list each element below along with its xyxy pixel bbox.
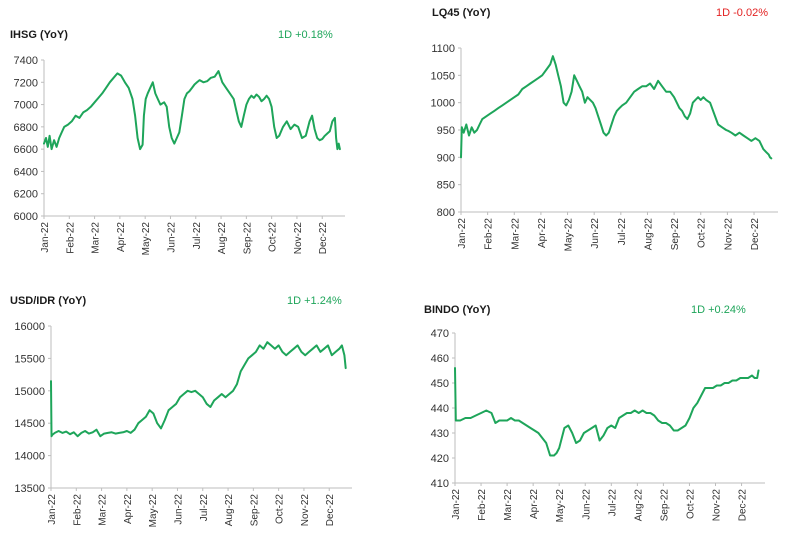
y-tick-label: 7000 bbox=[14, 100, 38, 112]
change-badge: 1D -0.02% bbox=[716, 7, 768, 19]
x-tick-label: Apr-22 bbox=[116, 222, 127, 252]
x-tick-label: Mar-22 bbox=[98, 494, 109, 526]
y-tick-label: 460 bbox=[431, 353, 449, 365]
chart-title: LQ45 (YoY) bbox=[432, 7, 491, 19]
x-tick-label: Jun-22 bbox=[590, 218, 601, 249]
x-tick-label: Dec-22 bbox=[750, 218, 761, 251]
y-tick-label: 7400 bbox=[14, 55, 38, 67]
y-tick-label: 15500 bbox=[14, 353, 45, 365]
x-tick-label: Jun-22 bbox=[166, 222, 177, 253]
y-tick-label: 950 bbox=[437, 125, 455, 137]
x-tick-label: Mar-22 bbox=[503, 489, 514, 521]
x-tick-label: Jan-22 bbox=[47, 494, 58, 525]
y-tick-label: 14000 bbox=[14, 451, 45, 463]
x-tick-label: May-22 bbox=[148, 494, 159, 528]
x-tick-label: Apr-22 bbox=[123, 494, 134, 524]
y-tick-label: 420 bbox=[431, 453, 449, 465]
y-tick-label: 1100 bbox=[431, 43, 455, 55]
y-tick-label: 6800 bbox=[14, 122, 38, 134]
y-tick-label: 6400 bbox=[14, 166, 38, 178]
x-tick-label: Feb-22 bbox=[484, 218, 495, 250]
x-tick-label: Sep-22 bbox=[249, 494, 260, 527]
x-tick-label: Feb-22 bbox=[65, 222, 76, 254]
y-tick-label: 14500 bbox=[14, 418, 45, 430]
x-tick-label: Dec-22 bbox=[318, 222, 329, 255]
x-tick-label: Sep-22 bbox=[659, 489, 670, 522]
y-tick-label: 430 bbox=[431, 428, 449, 440]
x-tick-label: Feb-22 bbox=[72, 494, 83, 526]
y-tick-label: 900 bbox=[437, 152, 455, 164]
x-tick-label: Nov-22 bbox=[712, 489, 723, 522]
x-tick-label: Apr-22 bbox=[537, 218, 548, 248]
x-tick-label: Mar-22 bbox=[91, 222, 102, 254]
x-tick-label: Oct-22 bbox=[268, 222, 279, 252]
series-line bbox=[50, 341, 347, 438]
series-line bbox=[460, 55, 773, 160]
x-tick-label: Jul-22 bbox=[192, 222, 203, 250]
x-tick-label: Jan-22 bbox=[40, 222, 51, 253]
x-tick-label: Aug-22 bbox=[217, 222, 228, 255]
y-tick-label: 15000 bbox=[14, 386, 45, 398]
y-tick-label: 1050 bbox=[431, 70, 455, 82]
change-badge: 1D +0.18% bbox=[278, 29, 333, 41]
x-tick-label: Jun-22 bbox=[581, 489, 592, 520]
y-tick-label: 470 bbox=[431, 328, 449, 340]
x-tick-label: Jan-22 bbox=[451, 489, 462, 520]
x-tick-label: Mar-22 bbox=[510, 218, 521, 250]
x-tick-label: Dec-22 bbox=[325, 494, 336, 527]
chart-title: IHSG (YoY) bbox=[10, 29, 68, 41]
x-tick-label: May-22 bbox=[564, 218, 575, 252]
series-line bbox=[454, 367, 760, 457]
x-tick-label: Oct-22 bbox=[685, 489, 696, 519]
x-tick-label: Jul-22 bbox=[199, 494, 210, 522]
x-tick-label: Jun-22 bbox=[173, 494, 184, 525]
x-tick-label: Feb-22 bbox=[477, 489, 488, 521]
x-tick-label: Aug-22 bbox=[633, 489, 644, 522]
y-tick-label: 410 bbox=[431, 478, 449, 490]
change-badge: 1D +1.24% bbox=[287, 295, 342, 307]
y-tick-label: 7200 bbox=[14, 77, 38, 89]
series-line bbox=[43, 70, 341, 151]
y-tick-label: 450 bbox=[431, 378, 449, 390]
x-tick-label: Nov-22 bbox=[293, 222, 304, 255]
y-tick-label: 13500 bbox=[14, 483, 45, 495]
x-tick-label: May-22 bbox=[141, 222, 152, 256]
x-tick-label: Apr-22 bbox=[529, 489, 540, 519]
y-tick-label: 16000 bbox=[14, 321, 45, 333]
x-tick-label: Jan-22 bbox=[457, 218, 468, 249]
x-tick-label: Jul-22 bbox=[607, 489, 618, 517]
x-tick-label: Aug-22 bbox=[643, 218, 654, 251]
x-tick-label: Aug-22 bbox=[224, 494, 235, 527]
y-tick-label: 800 bbox=[437, 207, 455, 219]
change-badge: 1D +0.24% bbox=[691, 304, 746, 316]
y-tick-label: 850 bbox=[437, 180, 455, 192]
y-tick-label: 6000 bbox=[14, 211, 38, 223]
x-tick-label: Oct-22 bbox=[697, 218, 708, 248]
x-tick-label: Nov-22 bbox=[723, 218, 734, 251]
chart-title: BINDO (YoY) bbox=[424, 304, 491, 316]
y-tick-label: 6200 bbox=[14, 189, 38, 201]
x-tick-label: Sep-22 bbox=[670, 218, 681, 251]
x-tick-label: Sep-22 bbox=[242, 222, 253, 255]
y-tick-label: 6600 bbox=[14, 144, 38, 156]
x-tick-label: Oct-22 bbox=[275, 494, 286, 524]
x-tick-label: Dec-22 bbox=[738, 489, 749, 522]
chart-title: USD/IDR (YoY) bbox=[10, 295, 87, 307]
x-tick-label: Jul-22 bbox=[617, 218, 628, 246]
y-tick-label: 1000 bbox=[431, 98, 455, 110]
x-tick-label: May-22 bbox=[555, 489, 566, 523]
x-tick-label: Nov-22 bbox=[300, 494, 311, 527]
y-tick-label: 440 bbox=[431, 403, 449, 415]
